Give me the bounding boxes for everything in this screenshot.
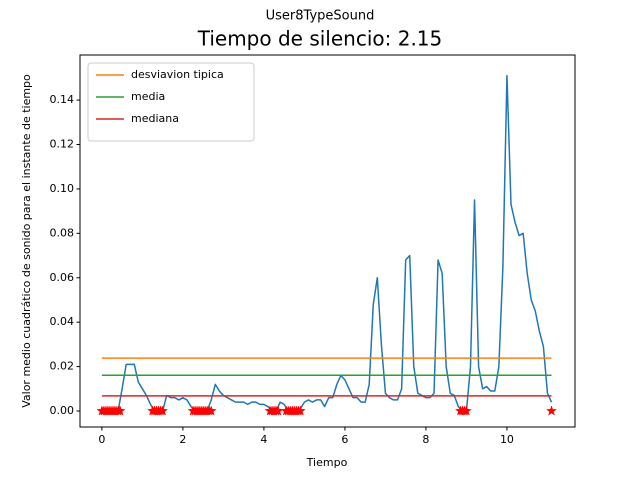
- x-tick-label: 6: [341, 433, 348, 446]
- silence-marker: [114, 405, 126, 416]
- x-tick-label: 4: [260, 433, 267, 446]
- x-tick-label: 8: [422, 433, 429, 446]
- y-tick-label: 0.06: [50, 271, 75, 284]
- x-tick-label: 0: [98, 433, 105, 446]
- legend-label: desviavion tipica: [131, 68, 224, 81]
- silence-marker: [460, 405, 472, 416]
- legend-box: [87, 62, 255, 142]
- series-line: [101, 74, 553, 412]
- y-tick-label: 0.02: [50, 360, 75, 373]
- x-tick-label: 10: [500, 433, 514, 446]
- y-tick-label: 0.00: [50, 404, 75, 417]
- silence-marker: [157, 405, 169, 416]
- y-tick-label: 0.14: [50, 93, 75, 106]
- silence-marker: [205, 405, 217, 416]
- y-tick-label: 0.08: [50, 226, 75, 239]
- chart-title: Tiempo de silencio: 2.15: [197, 27, 443, 51]
- x-tick-label: 2: [179, 433, 186, 446]
- y-tick-label: 0.12: [50, 138, 75, 151]
- plot-frame: [79, 54, 576, 428]
- chart-suptitle: User8TypeSound: [266, 9, 375, 24]
- legend-label: mediana: [131, 112, 179, 125]
- silence-marker: [294, 405, 306, 416]
- x-axis-label: Tiempo: [306, 456, 348, 469]
- y-tick-label: 0.10: [50, 182, 75, 195]
- legend-label: media: [131, 90, 165, 103]
- silence-marker: [546, 405, 557, 416]
- y-axis-label: Valor medio cuadrático de sonido para el…: [20, 74, 33, 408]
- y-tick-label: 0.04: [50, 315, 75, 328]
